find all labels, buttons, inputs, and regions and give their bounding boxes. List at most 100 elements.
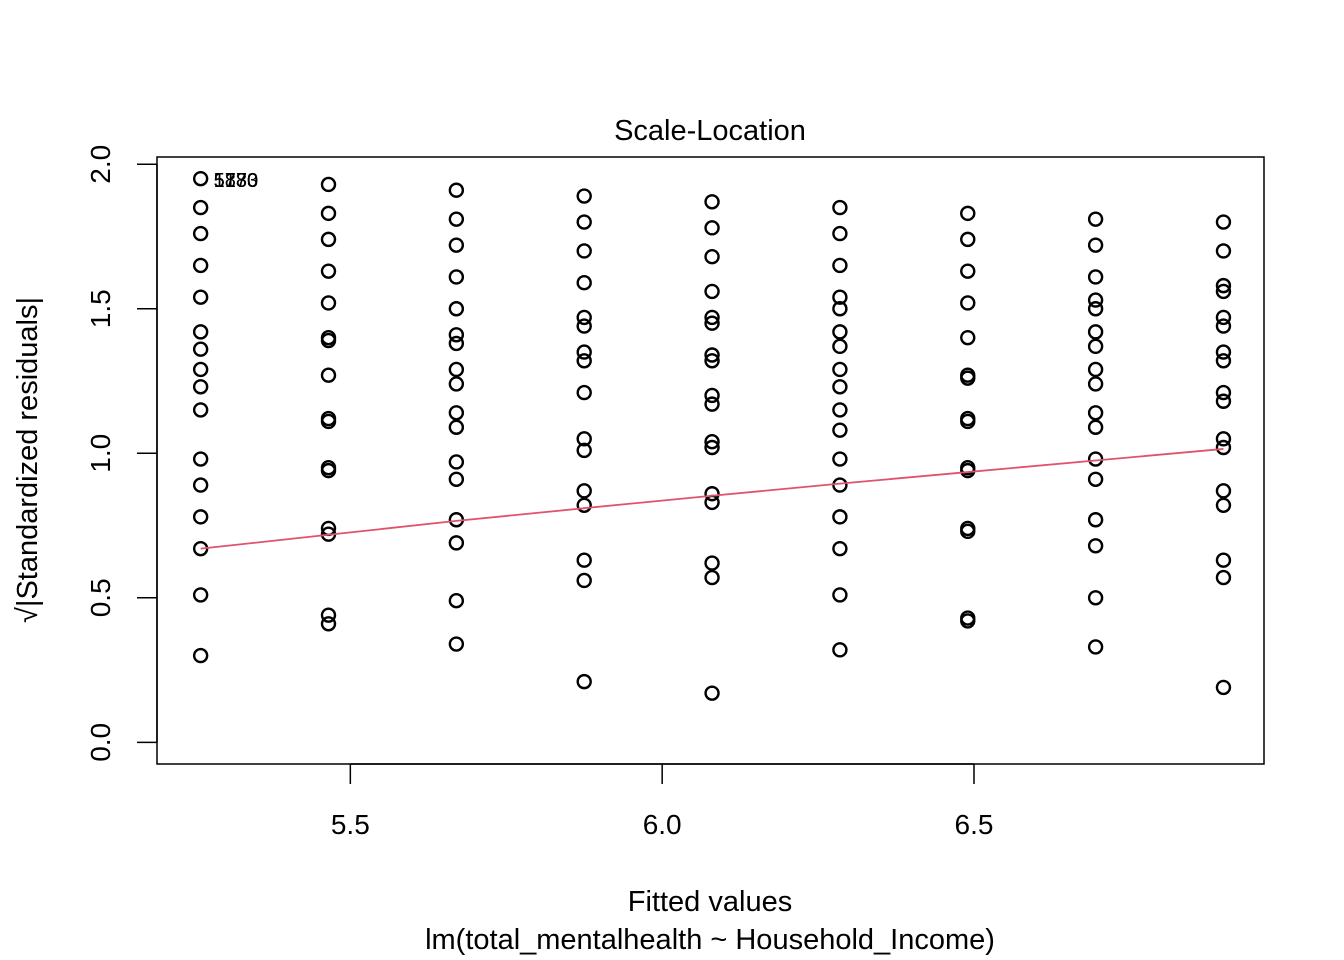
data-point	[1087, 512, 1104, 528]
data-point	[576, 572, 592, 589]
data-point	[1215, 552, 1232, 568]
data-point	[832, 587, 848, 603]
data-point	[192, 647, 209, 664]
data-point	[704, 494, 720, 511]
x-tick-label: 6.5	[955, 809, 994, 840]
data-point	[960, 523, 976, 540]
data-point	[1215, 353, 1232, 369]
data-point	[832, 642, 848, 658]
data-point	[448, 211, 465, 227]
data-point	[192, 451, 209, 467]
data-point	[960, 231, 976, 248]
point-annotation: 5783	[214, 170, 259, 192]
data-point	[704, 396, 720, 412]
data-point	[832, 289, 848, 305]
data-point	[832, 257, 848, 274]
data-point	[448, 405, 465, 421]
data-point	[1087, 419, 1104, 435]
data-point	[704, 387, 720, 404]
data-point	[320, 616, 337, 632]
data-point	[960, 263, 976, 279]
data-point	[704, 353, 720, 369]
data-point	[576, 309, 592, 326]
data-point	[1087, 338, 1104, 355]
x-tick-label: 5.5	[331, 809, 370, 840]
data-point	[448, 301, 465, 317]
data-point	[448, 269, 465, 285]
data-point	[192, 225, 209, 242]
data-point	[704, 486, 720, 502]
data-point	[448, 636, 465, 652]
data-point	[320, 607, 337, 623]
data-point	[704, 220, 720, 236]
data-point	[1087, 590, 1104, 606]
data-point	[1087, 211, 1104, 227]
data-point	[192, 199, 209, 216]
data-point	[832, 379, 848, 395]
data-point	[1215, 309, 1232, 326]
model-formula-label: lm(total_mentalhealth ~ Household_Income…	[425, 924, 995, 956]
data-point	[576, 188, 592, 204]
data-point	[832, 324, 848, 340]
data-point	[832, 509, 848, 525]
point-annotation: 5170	[214, 170, 259, 192]
data-point	[1215, 569, 1232, 586]
data-point	[704, 283, 720, 300]
data-point	[832, 451, 848, 467]
data-point	[704, 439, 720, 456]
data-point	[192, 257, 209, 274]
smooth-line-layer	[200, 448, 1224, 550]
data-point	[192, 289, 209, 305]
data-point	[960, 329, 976, 346]
data-point	[192, 587, 209, 603]
data-point	[832, 477, 848, 493]
data-point	[960, 370, 976, 386]
smooth-line	[200, 448, 1224, 550]
x-axis: 5.5 6.0 6.5	[331, 763, 994, 840]
data-point	[576, 483, 592, 499]
data-point	[320, 295, 337, 311]
data-point	[704, 434, 720, 450]
data-point	[704, 347, 720, 363]
data-point	[960, 613, 976, 629]
data-point	[1087, 269, 1104, 285]
data-point	[576, 318, 592, 334]
data-point	[704, 194, 720, 210]
data-point	[832, 225, 848, 242]
data-point	[1087, 451, 1104, 467]
data-point	[192, 324, 209, 340]
y-tick-label: 0.0	[85, 723, 116, 762]
data-point	[448, 419, 465, 435]
y-axis: 0.0 0.5 1.0 1.5 2.0	[85, 145, 158, 762]
data-point	[960, 295, 976, 311]
data-point	[576, 275, 592, 291]
x-axis-label: Fitted values	[628, 886, 792, 918]
y-tick-label: 1.0	[85, 434, 116, 473]
data-point	[1087, 639, 1104, 655]
data-point	[576, 214, 592, 230]
data-point	[448, 361, 465, 378]
data-point	[192, 170, 209, 187]
data-point	[448, 182, 465, 198]
y-tick-label: 0.5	[85, 578, 116, 617]
data-point	[832, 540, 848, 557]
data-point	[576, 431, 592, 447]
data-point	[1215, 384, 1232, 401]
data-point	[1087, 301, 1104, 317]
point-annotation: 1830	[214, 170, 259, 192]
data-point	[1087, 405, 1104, 421]
data-point	[1215, 318, 1232, 334]
data-point	[832, 402, 848, 418]
data-point	[576, 552, 592, 568]
chart-title: Scale-Location	[614, 115, 806, 147]
data-point	[832, 361, 848, 378]
data-point	[960, 413, 976, 430]
y-tick-label: 1.5	[85, 289, 116, 328]
data-point	[1215, 214, 1232, 230]
data-point	[448, 327, 465, 343]
data-point	[832, 422, 848, 438]
data-point	[192, 361, 209, 378]
data-point	[320, 332, 337, 349]
x-tick-label: 6.0	[643, 809, 682, 840]
data-point	[832, 301, 848, 317]
